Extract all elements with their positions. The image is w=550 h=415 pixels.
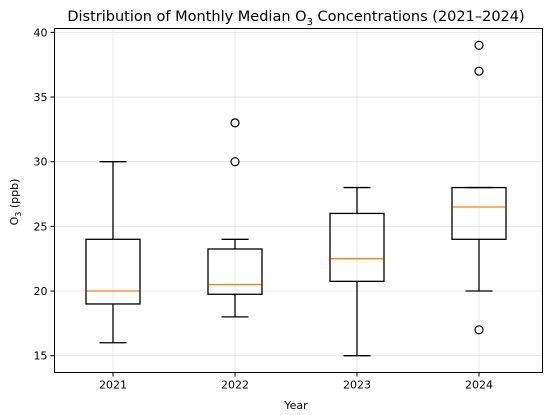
outlier-point [474, 325, 484, 335]
y-tick-label: 25 [34, 220, 48, 233]
y-axis-label: O3 (ppb) [8, 179, 23, 226]
y-tick-label: 35 [34, 91, 48, 104]
y-tick-label: 15 [34, 350, 48, 363]
x-tick-label: 2024 [465, 379, 493, 392]
box-2023 [329, 186, 385, 357]
tick-layer: 15 20 25 30 35 40 2021 2022 2023 2024 [34, 26, 494, 391]
iqr-box [451, 186, 507, 240]
box-2021 [85, 161, 141, 344]
y-tick-label: 20 [34, 285, 48, 298]
box-2024 [451, 40, 507, 335]
x-tick-label: 2023 [343, 379, 371, 392]
x-tick-label: 2022 [221, 379, 249, 392]
box-layer [85, 40, 507, 357]
outlier-point [230, 157, 240, 167]
grid-layer [54, 28, 543, 373]
outlier-point [474, 66, 484, 76]
outlier-point [474, 40, 484, 50]
box-2022 [207, 118, 263, 318]
y-tick-label: 40 [34, 26, 48, 39]
iqr-box [85, 238, 141, 305]
x-axis-label: Year [283, 399, 308, 412]
outlier-point [230, 118, 240, 128]
plot-frame [54, 28, 543, 373]
iqr-box [207, 248, 263, 295]
y-tick-label: 30 [34, 156, 48, 169]
x-tick-label: 2021 [99, 379, 127, 392]
iqr-box [329, 212, 385, 282]
chart-title: Distribution of Monthly Median O3 Concen… [67, 9, 524, 28]
